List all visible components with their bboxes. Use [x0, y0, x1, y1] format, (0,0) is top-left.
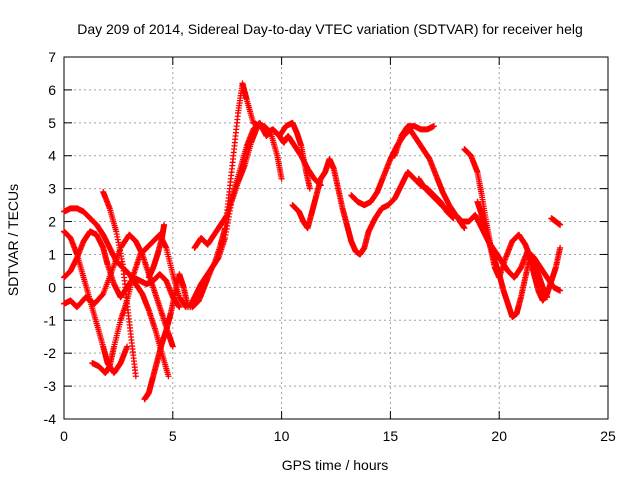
y-tick-label: -4 — [44, 411, 57, 427]
data-point-markers — [189, 123, 285, 311]
y-tick-label: 2 — [48, 214, 56, 230]
y-tick-label: 3 — [48, 181, 56, 197]
y-tick-labels: -4 -3 -2 -1 0 1 2 3 4 5 6 7 — [44, 49, 57, 427]
series-track-7 — [141, 271, 192, 403]
x-tick-label: 20 — [491, 428, 507, 444]
y-tick-label: 5 — [48, 115, 56, 131]
data-point-markers — [391, 123, 437, 159]
series-track-17 — [548, 215, 564, 228]
series-track-11 — [189, 123, 285, 311]
data-point-markers — [100, 188, 139, 380]
y-tick-label: 0 — [48, 279, 56, 295]
data-point-markers — [141, 271, 192, 403]
x-tick-label: 15 — [383, 428, 399, 444]
data-points — [61, 80, 564, 403]
plot-frame — [63, 56, 609, 420]
data-point-markers — [61, 228, 131, 376]
x-tick-label: 5 — [169, 428, 177, 444]
y-tick-label: -1 — [44, 312, 57, 328]
x-tick-label: 0 — [60, 428, 68, 444]
x-axis-label: GPS time / hours — [282, 457, 389, 473]
data-point-markers — [548, 215, 564, 228]
y-axis-label: SDTVAR / TECUs — [5, 184, 21, 296]
y-tick-label: 4 — [48, 148, 56, 164]
data-point-markers — [289, 156, 457, 258]
y-tick-label: -2 — [44, 345, 57, 361]
y-tick-label: 6 — [48, 82, 56, 98]
data-point-markers — [474, 198, 551, 301]
series-track-8 — [145, 221, 168, 281]
data-point-markers — [415, 175, 468, 232]
series-track-16 — [474, 198, 551, 301]
series-track-6 — [100, 188, 139, 380]
series-track-18 — [415, 175, 468, 232]
x-tick-label: 10 — [274, 428, 290, 444]
data-point-markers — [145, 221, 168, 281]
series-track-14 — [391, 123, 437, 159]
y-tick-label: 1 — [48, 246, 56, 262]
series-track-4 — [61, 228, 131, 376]
grid-lines — [64, 57, 608, 419]
x-tick-labels: 0 5 10 15 20 25 — [60, 428, 616, 444]
y-tick-label: 7 — [48, 49, 56, 65]
chart-title: Day 209 of 2014, Sidereal Day-to-day VTE… — [77, 21, 583, 37]
series-track-12 — [289, 156, 457, 258]
axis-ticks — [63, 56, 609, 420]
y-tick-label: -3 — [44, 378, 57, 394]
x-tick-label: 25 — [600, 428, 616, 444]
